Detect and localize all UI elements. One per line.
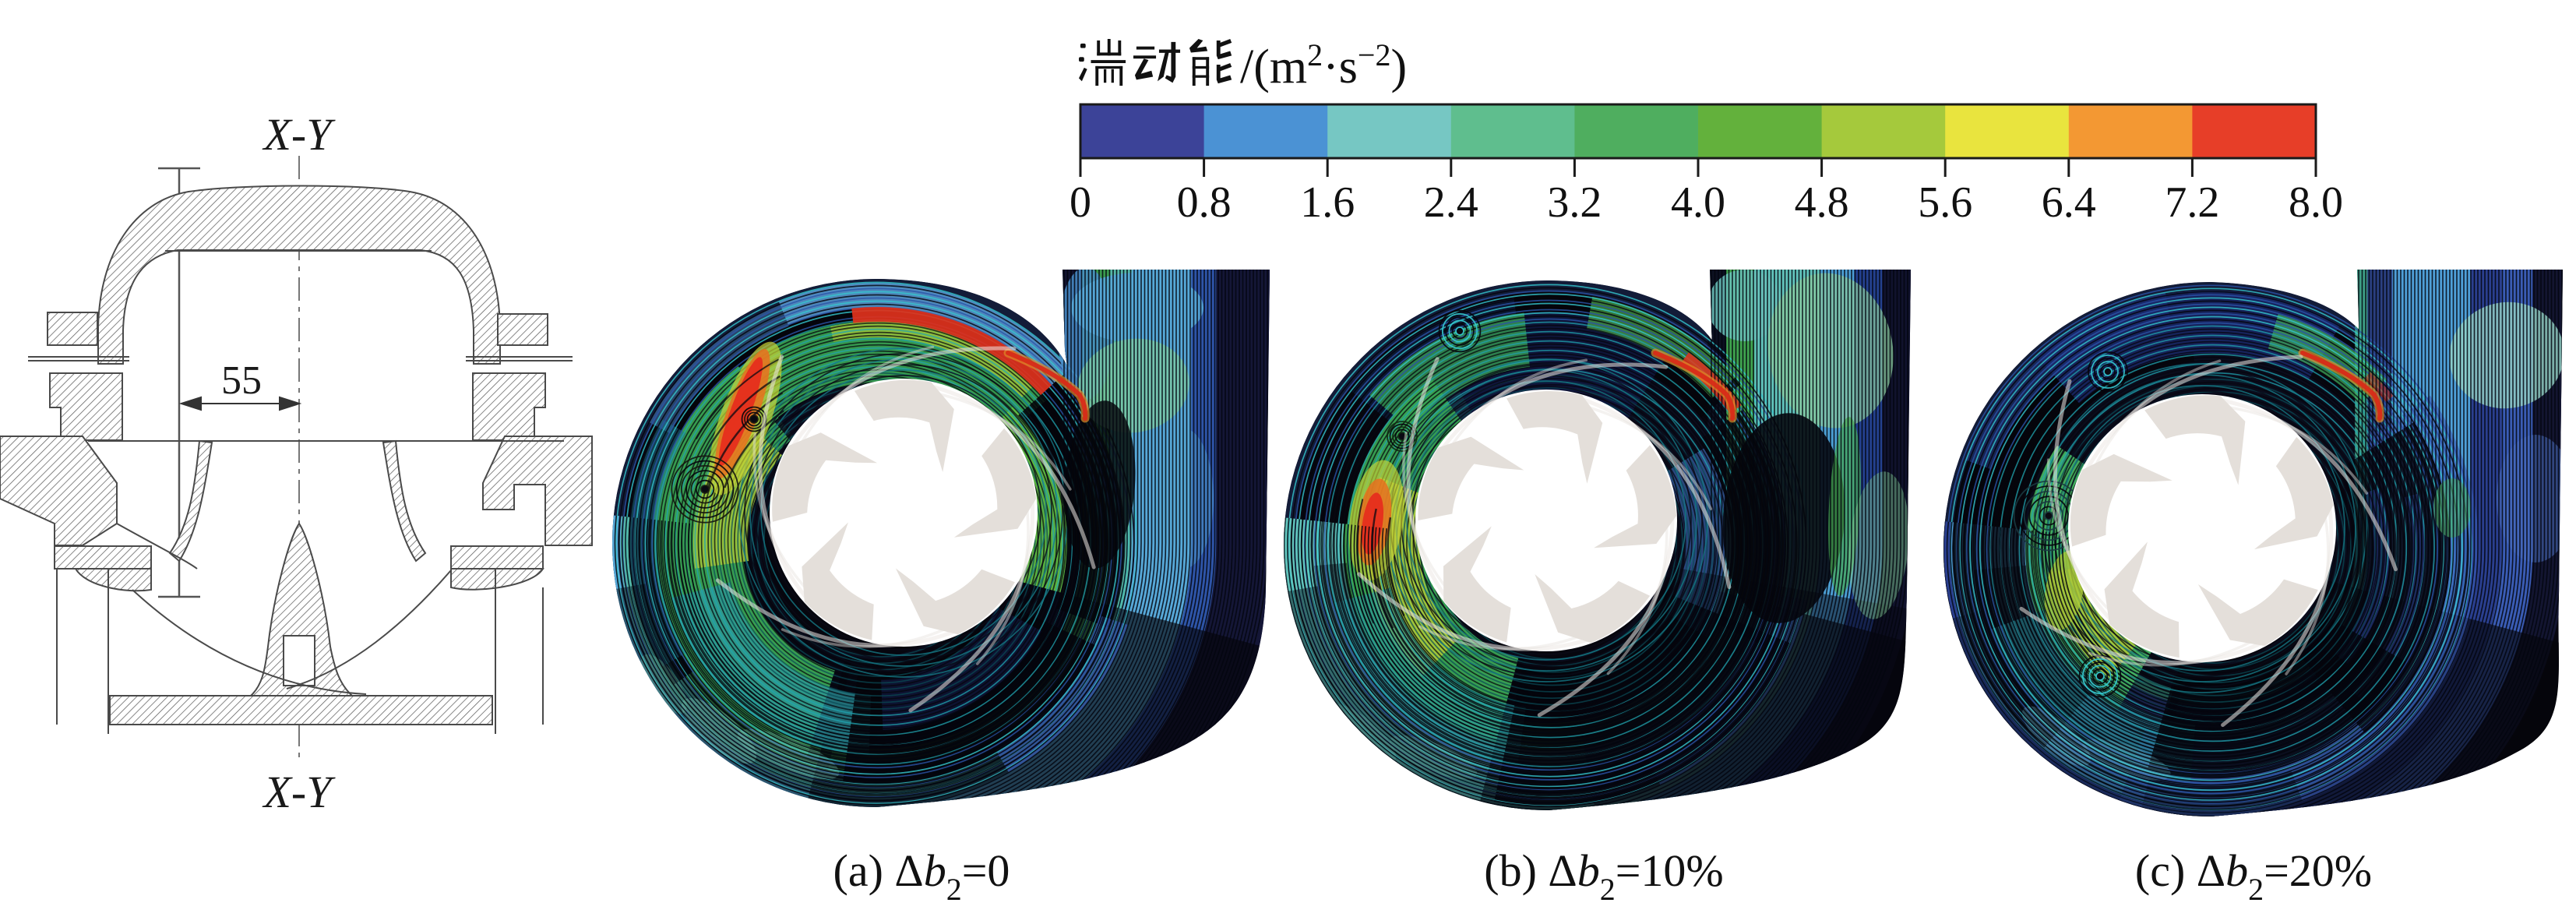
svg-text:7.2: 7.2 <box>2165 178 2219 227</box>
svg-text:4.8: 4.8 <box>1795 178 1849 227</box>
svg-text:3.2: 3.2 <box>1547 178 1602 227</box>
svg-text:X-Y: X-Y <box>263 767 337 817</box>
svg-text:5.6: 5.6 <box>1918 178 1972 227</box>
svg-text:2.4: 2.4 <box>1424 178 1478 227</box>
svg-text:8.0: 8.0 <box>2289 178 2343 227</box>
svg-text:55: 55 <box>221 358 262 403</box>
svg-text:6.4: 6.4 <box>2042 178 2096 227</box>
svg-text:/(m2·s−2): /(m2·s−2) <box>1240 37 1407 93</box>
svg-text:0: 0 <box>1070 178 1091 227</box>
svg-text:1.6: 1.6 <box>1300 178 1355 227</box>
svg-text:0.8: 0.8 <box>1177 178 1232 227</box>
svg-text:4.0: 4.0 <box>1671 178 1725 227</box>
svg-text:X-Y: X-Y <box>263 109 337 160</box>
